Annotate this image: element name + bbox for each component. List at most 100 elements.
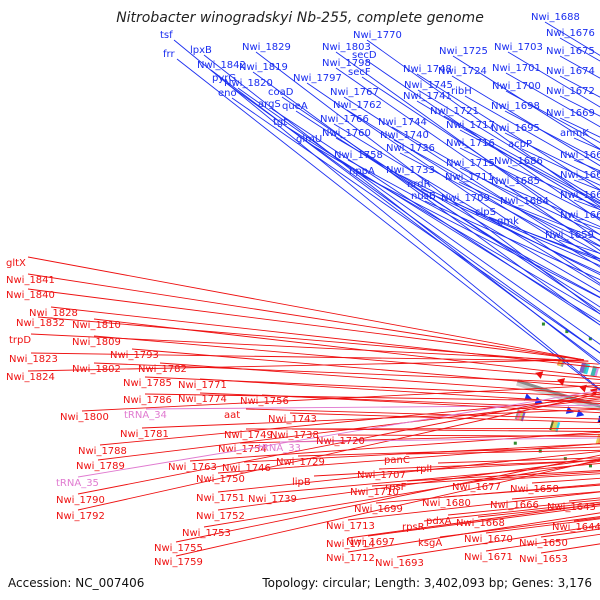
gene-leader-forward: [458, 181, 600, 248]
gene-label-reverse: Nwi_1739: [248, 494, 297, 505]
gene-leader-reverse: [27, 256, 584, 361]
gene-label-forward: hppA: [349, 166, 375, 177]
gene-label-forward: ribH: [451, 86, 472, 97]
gene-leader-forward: [231, 97, 600, 354]
gene-label-reverse: Nwi_1802: [72, 364, 121, 375]
gene-label-forward: Nwi_1733: [386, 165, 435, 176]
gene-label-forward: Nwi_1842: [197, 60, 246, 71]
gene-label-reverse: Nwi_1774: [178, 394, 227, 405]
gene-label-forward: pyrG: [212, 73, 236, 84]
gene-leader-reverse: [269, 462, 600, 494]
gene-label-forward: Nwi_1758: [334, 150, 383, 161]
gene-label-reverse: Nwi_1713: [326, 521, 375, 532]
gene-label-reverse: Nwi_1750: [196, 474, 245, 485]
gene-label-reverse: Nwi_1670: [464, 534, 513, 545]
gene-label-forward: Nwi_1766: [320, 114, 369, 125]
gene-leader-forward: [176, 58, 600, 391]
gene-leader-forward: [306, 82, 600, 285]
cog-band-reverse: [590, 365, 596, 376]
cog-band-forward: [514, 409, 520, 420]
gene-label-reverse: aat: [224, 410, 240, 421]
gene-label-reverse: Nwi_1828: [29, 308, 78, 319]
gene-leader-reverse: [396, 525, 600, 558]
gene-label-forward: glmU: [296, 134, 322, 145]
trna-leader: [77, 389, 600, 478]
gene-label-forward: acpP: [508, 139, 532, 150]
gene-label-forward: Nwi_1688: [531, 12, 580, 23]
gene-leader-reverse: [289, 412, 600, 424]
rna-marker: [588, 464, 592, 468]
genome-stats-label: Topology: circular; Length: 3,402,093 bp…: [261, 576, 592, 590]
gene-leader-reverse: [77, 391, 600, 495]
gene-label-reverse: Nwi_1753: [182, 528, 231, 539]
gene-label-forward: Nwi_1695: [491, 123, 540, 134]
gene-label-forward: Nwi_1675: [546, 46, 595, 57]
gene-label-forward: Nwi_1676: [546, 28, 595, 39]
gene-label-forward: Nwi_1797: [293, 73, 342, 84]
gene-leader-forward: [335, 137, 600, 293]
accession-label: Accession: NC_007406: [8, 576, 144, 590]
gene-leader-forward: [399, 174, 600, 276]
gene-label-forward: Nwi_1709: [441, 193, 490, 204]
gene-label-forward: Nwi_1674: [546, 66, 595, 77]
gene-label-forward: Nwi_1685: [491, 176, 540, 187]
gene-label-reverse: Nwi_1699: [354, 504, 403, 515]
gene-label-forward: Nwi_1703: [494, 42, 543, 53]
gene-leader-reverse: [297, 446, 600, 457]
gene-label-forward: Nwi_1744: [378, 117, 427, 128]
gene-label-reverse: Nwi_1680: [422, 498, 471, 509]
gene-leader-reverse: [291, 428, 600, 432]
gene-label-forward: Nwi_1700: [492, 81, 541, 92]
gene-leader-reverse: [175, 459, 600, 557]
gene-leader-reverse: [81, 384, 600, 412]
gene-label-reverse: Nwi_1792: [56, 511, 105, 522]
map-title: Nitrobacter winogradskyi Nb-255, complet…: [116, 10, 484, 26]
gene-label-reverse: Nwi_1840: [6, 290, 55, 301]
gene-label-reverse: Nwi_1824: [6, 372, 55, 383]
gene-leader-reverse: [439, 516, 600, 538]
gene-leader-forward: [271, 108, 600, 326]
gene-label-reverse: Nwi_1832: [16, 318, 65, 329]
gene-leader-forward: [459, 147, 600, 219]
gene-leader-reverse: [405, 449, 600, 455]
gene-label-forward: Nwi_1819: [239, 62, 288, 73]
cog-band-reverse: [583, 363, 589, 374]
gene-label-reverse: trpD: [9, 335, 31, 346]
gene-leader-forward: [420, 188, 600, 274]
trna-label: tRNA_34: [124, 410, 167, 421]
gene-leader-reverse: [447, 499, 600, 516]
gene-leader-reverse: [199, 378, 600, 404]
gene-label-forward: Nwi_1698: [491, 101, 540, 112]
gene-leader-reverse: [245, 408, 600, 420]
gene-leader-forward: [309, 143, 600, 315]
gene-leader-forward: [225, 82, 600, 354]
gene-leader-reverse: [37, 316, 599, 365]
gene-label-reverse: Nwi_1668: [456, 518, 505, 529]
cog-band-forward: [520, 411, 526, 422]
gene-leader-forward: [391, 126, 600, 247]
gene-label-reverse: Nwi_1697: [346, 537, 395, 548]
gene-label-reverse: Nwi_1756: [240, 396, 289, 407]
gene-label-reverse: Nwi_1714: [326, 539, 375, 550]
gene-leader-reverse: [159, 362, 600, 396]
rna-marker: [541, 322, 545, 326]
gene-label-forward: Nwi_1748: [403, 64, 452, 75]
trna-label: tRNA_35: [56, 478, 99, 489]
gene-leader-reverse: [347, 503, 600, 539]
gene-leader-forward: [416, 73, 600, 191]
gene-leader-reverse: [27, 359, 584, 372]
cog-band-forward: [551, 420, 557, 432]
gene-leader-reverse: [261, 394, 600, 414]
gene-label-reverse: Nwi_1771: [178, 380, 227, 391]
gene-leader-forward: [416, 100, 600, 211]
gene-leader-reverse: [217, 451, 600, 493]
gene-leader-forward: [459, 167, 600, 236]
gene-label-reverse: Nwi_1671: [464, 552, 513, 563]
gene-label-reverse: lipB: [292, 477, 311, 488]
gene-label-forward: frr: [163, 49, 175, 60]
gene-leader-reverse: [50, 306, 600, 369]
cog-band-reverse: [592, 366, 598, 377]
gene-leader-forward: [393, 139, 600, 255]
trna-leader: [279, 437, 600, 443]
gene-leader-reverse: [371, 471, 600, 487]
